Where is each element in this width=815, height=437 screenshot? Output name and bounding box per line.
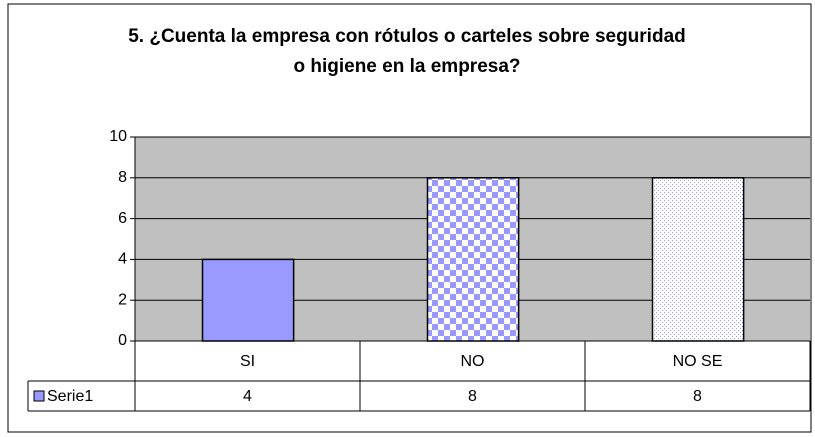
legend-swatch: [33, 390, 45, 402]
table-value: 8: [468, 388, 477, 405]
chart-title: 5. ¿Cuenta la empresa con rótulos o cart…: [128, 26, 686, 77]
table-value: 8: [693, 388, 702, 405]
table-value: 4: [243, 388, 252, 405]
bar: [651, 177, 745, 342]
y-tick-label: 4: [118, 251, 127, 268]
y-tick-label: 6: [118, 210, 127, 227]
y-tick-label: 2: [118, 291, 127, 308]
y-tick-label: 10: [109, 128, 127, 145]
bar: [201, 258, 295, 342]
x-tick-label: SI: [240, 353, 255, 370]
bar: [426, 177, 520, 342]
legend-label: Serie1: [47, 388, 93, 405]
x-tick-label: NO: [461, 353, 485, 370]
y-tick-label: 8: [118, 169, 127, 186]
y-tick-label: 0: [118, 332, 127, 349]
x-tick-label: NO SE: [673, 353, 723, 370]
